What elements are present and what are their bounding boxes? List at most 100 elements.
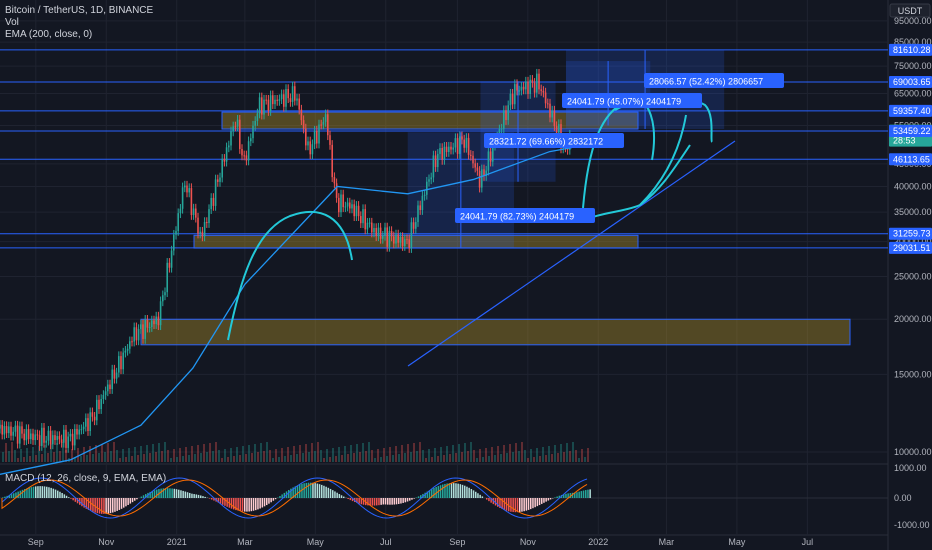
candle-body xyxy=(184,185,186,188)
candle-body xyxy=(25,429,28,441)
macd-histogram-bar xyxy=(367,498,369,506)
time-tick-label: Nov xyxy=(98,537,115,547)
macd-histogram-bar xyxy=(457,483,459,498)
macd-histogram-bar xyxy=(525,498,528,511)
volume-bar xyxy=(158,443,160,462)
candle-body xyxy=(210,197,212,210)
macd-histogram-bar xyxy=(103,498,105,514)
macd-histogram-bar xyxy=(283,492,286,498)
volume-bar xyxy=(2,452,4,462)
candle-body xyxy=(472,155,474,164)
volume-bar xyxy=(461,452,463,462)
candle-body xyxy=(41,427,43,446)
candle-body xyxy=(423,194,426,196)
candle-body xyxy=(265,99,267,101)
macd-legend: MACD (12, 26, close, 9, EMA, EMA) xyxy=(5,473,166,485)
volume-bar xyxy=(92,454,94,462)
volume-bar xyxy=(557,453,559,462)
price-tick-label: 85000.00 xyxy=(894,37,932,47)
candle-body xyxy=(115,372,118,379)
volume-bar xyxy=(368,442,370,462)
macd-histogram-bar xyxy=(475,491,477,498)
macd-label: MACD (12, 26, close, 9, EMA, EMA) xyxy=(5,473,167,484)
volume-bar xyxy=(179,448,181,462)
volume-bar xyxy=(74,457,76,462)
candle-body xyxy=(410,222,413,249)
candle-body xyxy=(507,105,509,121)
macd-histogram-bar xyxy=(24,489,26,498)
macd-histogram-bar xyxy=(180,490,182,498)
volume-bar xyxy=(449,454,451,462)
candle-body xyxy=(69,433,72,437)
macd-histogram-bar xyxy=(266,498,268,506)
volume-bar xyxy=(335,456,337,462)
volume-bar xyxy=(131,456,133,462)
macd-histogram-bar xyxy=(21,489,24,498)
candle-body xyxy=(525,81,527,90)
candle-body xyxy=(60,439,63,443)
candle-body xyxy=(283,94,285,107)
drawn-arch-1 xyxy=(227,210,353,341)
volume-bar xyxy=(101,444,103,462)
macd-histogram-bar xyxy=(490,498,492,503)
volume-bar xyxy=(17,458,19,462)
candle-body xyxy=(19,426,21,444)
volume-bar xyxy=(578,458,580,462)
volume-bar xyxy=(209,443,211,462)
macd-histogram-bar xyxy=(486,498,488,500)
macd-histogram-bar xyxy=(233,498,235,510)
candle-body xyxy=(401,237,404,247)
volume-bar xyxy=(20,449,22,462)
macd-histogram-bar xyxy=(585,490,587,498)
macd-histogram-bar xyxy=(400,498,402,504)
candle-body xyxy=(30,433,32,440)
volume-bar xyxy=(482,457,484,462)
candle-body xyxy=(148,327,151,329)
candle-body xyxy=(164,292,166,296)
volume-bar xyxy=(437,456,439,462)
macd-histogram-bar xyxy=(521,498,523,512)
macd-histogram-bar xyxy=(136,498,138,500)
volume-bar xyxy=(38,446,40,462)
macd-histogram-bar xyxy=(162,488,165,498)
macd-histogram-bar xyxy=(292,487,294,498)
candle-body xyxy=(450,146,452,150)
volume-bar xyxy=(278,457,280,462)
volume-bar xyxy=(62,442,64,462)
drawn-curve-4 xyxy=(639,114,687,206)
macd-tick-label: 0.00 xyxy=(894,493,912,503)
macd-histogram-bar xyxy=(499,498,501,508)
candle-body xyxy=(307,141,309,146)
candle-body xyxy=(393,236,395,244)
volume-bar xyxy=(398,454,400,462)
candle-body xyxy=(87,418,89,431)
candle-body xyxy=(256,113,259,121)
macd-histogram-bar xyxy=(470,489,473,498)
time-tick-label: Sep xyxy=(28,537,44,547)
macd-histogram-bar xyxy=(453,483,455,498)
macd-histogram-bar xyxy=(369,498,371,506)
candle-body xyxy=(3,426,6,435)
volume-bar xyxy=(275,449,277,462)
volume-bar xyxy=(140,446,142,462)
candle-body xyxy=(120,356,122,370)
candle-body xyxy=(186,185,188,193)
candle-body xyxy=(327,114,329,136)
candle-body xyxy=(437,153,439,168)
volume-bar xyxy=(149,453,151,462)
candle-body xyxy=(223,158,226,162)
macd-histogram-bar xyxy=(41,486,44,498)
macd-histogram-bar xyxy=(52,488,55,498)
candle-body xyxy=(478,170,481,188)
price-tick-label: 25000.00 xyxy=(894,272,932,282)
macd-histogram-bar xyxy=(512,498,514,513)
macd-histogram-bar xyxy=(323,485,325,498)
volume-bar xyxy=(185,447,187,462)
macd-histogram-bar xyxy=(466,486,468,498)
macd-histogram-bar xyxy=(252,498,255,511)
macd-histogram-bar xyxy=(81,498,83,507)
candle-body xyxy=(188,188,190,193)
time-tick-label: 2022 xyxy=(588,537,608,547)
macd-histogram-bar xyxy=(270,498,272,503)
macd-histogram-bar xyxy=(356,498,358,503)
